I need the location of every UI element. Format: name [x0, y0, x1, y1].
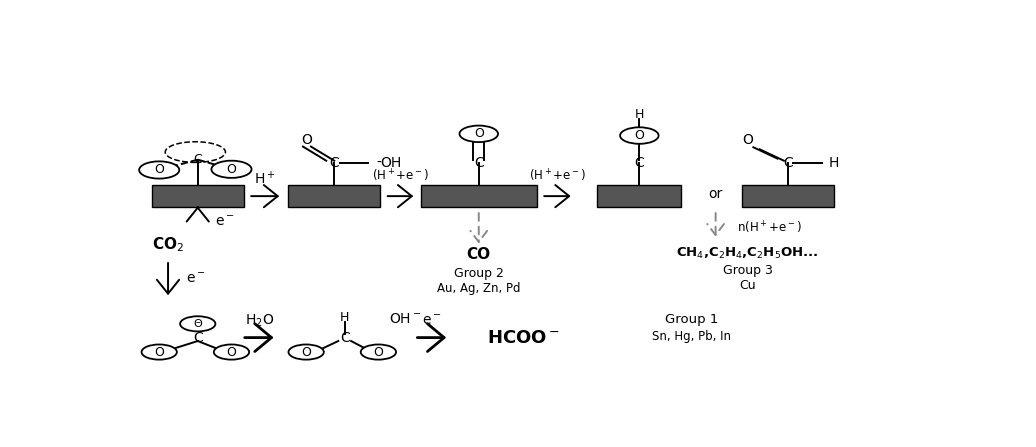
- Text: CO$_2$: CO$_2$: [152, 235, 184, 254]
- Text: H$^+$: H$^+$: [255, 169, 276, 187]
- Text: H$_2$O: H$_2$O: [244, 312, 275, 329]
- Circle shape: [460, 126, 498, 142]
- Text: CO: CO: [466, 248, 491, 262]
- Bar: [421, 186, 537, 207]
- Text: HCOO$^-$: HCOO$^-$: [487, 329, 559, 346]
- Text: OH: OH: [380, 156, 401, 170]
- Text: Group 2: Group 2: [454, 267, 503, 280]
- Text: e$^-$: e$^-$: [185, 272, 205, 286]
- Text: H: H: [340, 311, 349, 324]
- Text: C: C: [340, 331, 349, 345]
- Text: Cu: Cu: [740, 279, 756, 292]
- Circle shape: [139, 161, 179, 179]
- Text: C: C: [194, 153, 202, 166]
- Bar: [288, 186, 380, 207]
- Bar: [597, 186, 682, 207]
- Text: e$^-$: e$^-$: [423, 313, 442, 327]
- Text: O: O: [373, 346, 383, 358]
- Text: C: C: [783, 156, 793, 170]
- Text: or: or: [709, 187, 723, 202]
- Circle shape: [213, 345, 249, 360]
- Text: Θ: Θ: [194, 319, 202, 329]
- Text: C: C: [634, 156, 644, 170]
- Text: e$^-$: e$^-$: [215, 214, 235, 228]
- Text: O: O: [473, 127, 484, 140]
- Text: O: O: [301, 133, 313, 147]
- Circle shape: [361, 345, 396, 360]
- Text: Group 3: Group 3: [723, 264, 773, 277]
- Text: (H$^+$+e$^-$): (H$^+$+e$^-$): [528, 167, 586, 184]
- Text: Group 1: Group 1: [665, 313, 718, 326]
- Text: O: O: [154, 346, 164, 358]
- Text: Au, Ag, Zn, Pd: Au, Ag, Zn, Pd: [437, 282, 520, 295]
- Bar: [151, 186, 243, 207]
- Text: O: O: [154, 164, 164, 177]
- Text: O: O: [743, 133, 753, 148]
- Text: O: O: [227, 346, 236, 358]
- Text: n(H$^+$+e$^-$): n(H$^+$+e$^-$): [738, 219, 802, 236]
- Bar: [742, 186, 834, 207]
- Text: Sn, Hg, Pb, In: Sn, Hg, Pb, In: [652, 330, 731, 343]
- Circle shape: [211, 160, 252, 178]
- Text: O: O: [227, 163, 236, 176]
- Text: (H$^+$+e$^-$): (H$^+$+e$^-$): [372, 167, 430, 184]
- Text: O: O: [634, 129, 644, 142]
- Circle shape: [142, 345, 177, 360]
- Circle shape: [621, 127, 659, 144]
- Text: C: C: [473, 156, 484, 170]
- Text: OH$^-$: OH$^-$: [388, 312, 422, 326]
- Text: H: H: [635, 108, 644, 121]
- Text: C: C: [193, 331, 203, 345]
- Circle shape: [288, 345, 324, 360]
- Text: C: C: [329, 156, 339, 170]
- Text: -: -: [376, 156, 381, 170]
- Circle shape: [180, 316, 215, 331]
- Text: H: H: [829, 156, 839, 170]
- Text: CH$_4$,C$_2$H$_4$,C$_2$H$_5$OH...: CH$_4$,C$_2$H$_4$,C$_2$H$_5$OH...: [677, 246, 819, 261]
- Text: O: O: [301, 346, 311, 358]
